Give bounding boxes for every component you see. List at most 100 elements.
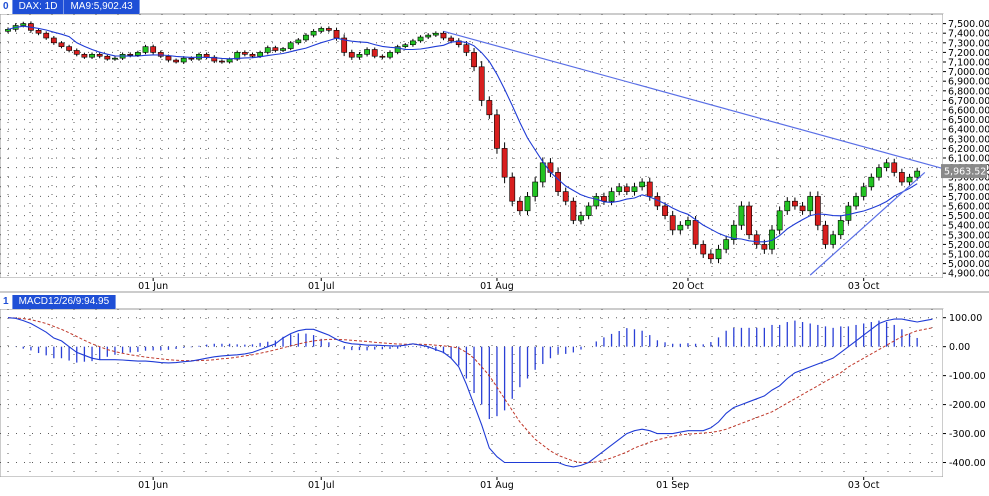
- price-tick-label: 6,700.00: [948, 96, 989, 107]
- candle-up: [287, 42, 294, 49]
- candle-down: [43, 32, 50, 39]
- ma9-line: [7, 25, 918, 243]
- candle-down: [66, 46, 73, 51]
- price-tick-label: 6,900.00: [948, 77, 989, 88]
- macd-tick-label: -300.00: [949, 429, 986, 440]
- price-tick-label: 5,100.00: [948, 250, 989, 261]
- candle-down: [814, 196, 821, 226]
- candle-up: [364, 49, 370, 55]
- candle-up: [318, 28, 325, 32]
- candle-down: [471, 52, 477, 68]
- price-tick-label: 4,900.00: [948, 269, 989, 280]
- candle-up: [608, 191, 615, 202]
- candle-down: [448, 37, 455, 42]
- candle-down: [501, 148, 508, 178]
- candle-up: [723, 239, 730, 250]
- price-tick-label: 6,300.00: [948, 134, 989, 145]
- candle-down: [494, 114, 500, 149]
- macd-x-tick-label: 01 Jul: [308, 480, 335, 491]
- candle-up: [425, 34, 432, 38]
- candle-down: [516, 200, 523, 212]
- candle-up: [356, 54, 363, 58]
- candle-up: [837, 220, 844, 236]
- macd-indicator-label[interactable]: MACD12/26/9:94.95: [13, 295, 117, 309]
- price-tick-label: 6,600.00: [948, 106, 989, 117]
- candle-down: [761, 244, 768, 250]
- candle-up: [387, 52, 393, 58]
- macd-panel-header: 1 MACD12/26/9:94.95: [0, 295, 117, 309]
- candle-down: [440, 32, 447, 39]
- candle-up: [883, 162, 890, 168]
- symbol-label[interactable]: DAX: 1D: [13, 0, 65, 14]
- candle-up: [394, 46, 401, 53]
- candle-down: [707, 253, 714, 260]
- candle-down: [486, 100, 493, 116]
- price-tick-label: 5,300.00: [948, 230, 989, 241]
- price-tick-label: 5,000.00: [948, 259, 989, 270]
- macd-axis-bg: [943, 309, 989, 477]
- candle-down: [73, 50, 80, 55]
- candle-down: [249, 54, 256, 57]
- candle-up: [20, 23, 27, 26]
- candle-up: [776, 210, 783, 231]
- candle-down: [157, 52, 164, 57]
- candle-up: [524, 196, 531, 212]
- candle-up: [593, 196, 600, 207]
- candle-down: [692, 220, 699, 245]
- macd-x-axis: [0, 477, 989, 491]
- candle-down: [463, 44, 470, 53]
- candle-down: [379, 55, 386, 58]
- ma-indicator-label[interactable]: MA9:5,902.43: [64, 0, 140, 14]
- candle-down: [241, 52, 248, 55]
- candle-down: [58, 42, 65, 47]
- price-x-tick-label: 03 Oct: [848, 281, 880, 292]
- candle-down: [646, 181, 653, 197]
- candle-down: [792, 200, 798, 207]
- panel-index: 0: [0, 0, 13, 14]
- candle-down: [601, 196, 607, 202]
- candle-up: [639, 181, 646, 188]
- candle-up: [585, 205, 592, 216]
- candle-up: [807, 196, 814, 212]
- price-x-tick-label: 01 Jun: [138, 281, 168, 292]
- candle-up: [303, 34, 309, 41]
- candle-down: [371, 49, 378, 57]
- price-panel-header: 0 DAX: 1D MA9:5,902.43: [0, 0, 140, 14]
- candle-up: [853, 196, 859, 207]
- candle-down: [891, 162, 898, 173]
- price-tick-label: 6,500.00: [948, 115, 989, 126]
- candle-up: [715, 248, 722, 260]
- price-tick-label: 7,500.00: [948, 19, 989, 30]
- candle-up: [280, 48, 286, 51]
- macd-tick-label: -200.00: [949, 400, 986, 411]
- candle-down: [555, 172, 561, 192]
- candle-down: [188, 57, 195, 60]
- macd-tick-label: 0.00: [949, 342, 970, 353]
- candle-up: [142, 46, 149, 53]
- candle-up: [539, 162, 546, 183]
- candle-up: [234, 52, 241, 60]
- candle-up: [685, 220, 691, 226]
- trendline-support: [809, 171, 926, 276]
- candle-down: [822, 224, 829, 245]
- candle-down: [272, 47, 279, 51]
- price-tick-label: 5,900.00: [948, 173, 989, 184]
- candle-down: [898, 172, 905, 183]
- candle-up: [784, 200, 791, 212]
- candle-up: [631, 186, 638, 192]
- macd-x-tick-label: 01 Aug: [480, 480, 514, 491]
- price-tick-label: 7,200.00: [948, 48, 989, 59]
- candle-up: [860, 186, 867, 197]
- candle-up: [134, 52, 141, 56]
- candle-up: [112, 57, 118, 60]
- price-tick-label: 5,400.00: [948, 221, 989, 232]
- candle-down: [35, 30, 42, 34]
- candle-down: [165, 55, 172, 61]
- trendline-resistance: [443, 30, 944, 170]
- candle-down: [81, 54, 88, 58]
- price-tick-label: 5,600.00: [948, 202, 989, 213]
- macd-x-tick-label: 01 Jun: [138, 480, 168, 491]
- price-tick-label: 6,100.00: [948, 154, 989, 165]
